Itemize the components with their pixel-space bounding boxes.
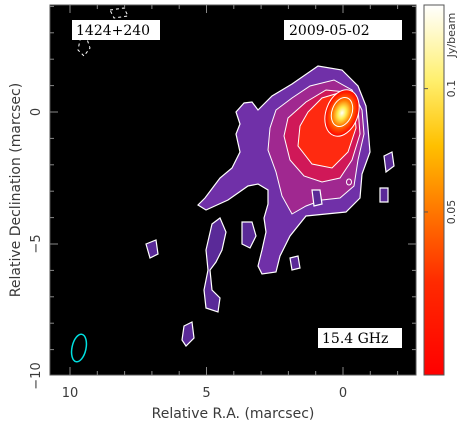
- x-tick-labels: 10 5 0: [62, 386, 347, 401]
- knot-emission: [203, 217, 227, 313]
- epoch-date: 2009-05-02: [289, 23, 370, 39]
- colorbar-tick-label: 0.1: [445, 80, 458, 98]
- y-tick-label: −10: [29, 362, 44, 389]
- knot-emission: [379, 187, 389, 203]
- knot-emission: [311, 189, 323, 207]
- negative-contour: [346, 178, 352, 186]
- frequency-label: 15.4 GHz: [322, 331, 388, 347]
- emission-map: [70, 7, 395, 363]
- knot-emission: [181, 321, 195, 347]
- knot-emission: [241, 221, 257, 249]
- source-name-box: 1424+240: [72, 20, 160, 40]
- x-tick-label: 5: [202, 386, 210, 401]
- knot-emission: [383, 151, 395, 174]
- y-axis-label: Relative Declination (marcsec): [8, 83, 24, 297]
- x-tick-label: 10: [62, 386, 79, 401]
- colorbar-tick-labels: 0.1 0.05: [445, 80, 458, 224]
- core-contour-inner: [330, 96, 354, 128]
- minor-ticks: [50, 5, 416, 375]
- knot-emission: [289, 255, 301, 271]
- plot-frame: [49, 4, 417, 376]
- y-tick-label: 0: [29, 108, 44, 116]
- y-tick-labels: 0 −5 −10: [29, 108, 44, 390]
- x-tick-label: 0: [339, 386, 347, 401]
- colorbar: [423, 4, 445, 376]
- beam-ellipse: [70, 333, 88, 363]
- knot-emission: [145, 239, 159, 259]
- source-name: 1424+240: [76, 23, 150, 39]
- frequency-box: 15.4 GHz: [318, 328, 402, 348]
- colorbar-tick-label: 0.05: [445, 200, 458, 225]
- y-tick-label: −5: [29, 234, 44, 253]
- colorbar-ticks: [424, 88, 428, 213]
- x-axis-label: Relative R.A. (marcsec): [152, 406, 315, 422]
- date-box: 2009-05-02: [284, 20, 402, 40]
- colorbar-label: Jy/beam: [445, 13, 458, 59]
